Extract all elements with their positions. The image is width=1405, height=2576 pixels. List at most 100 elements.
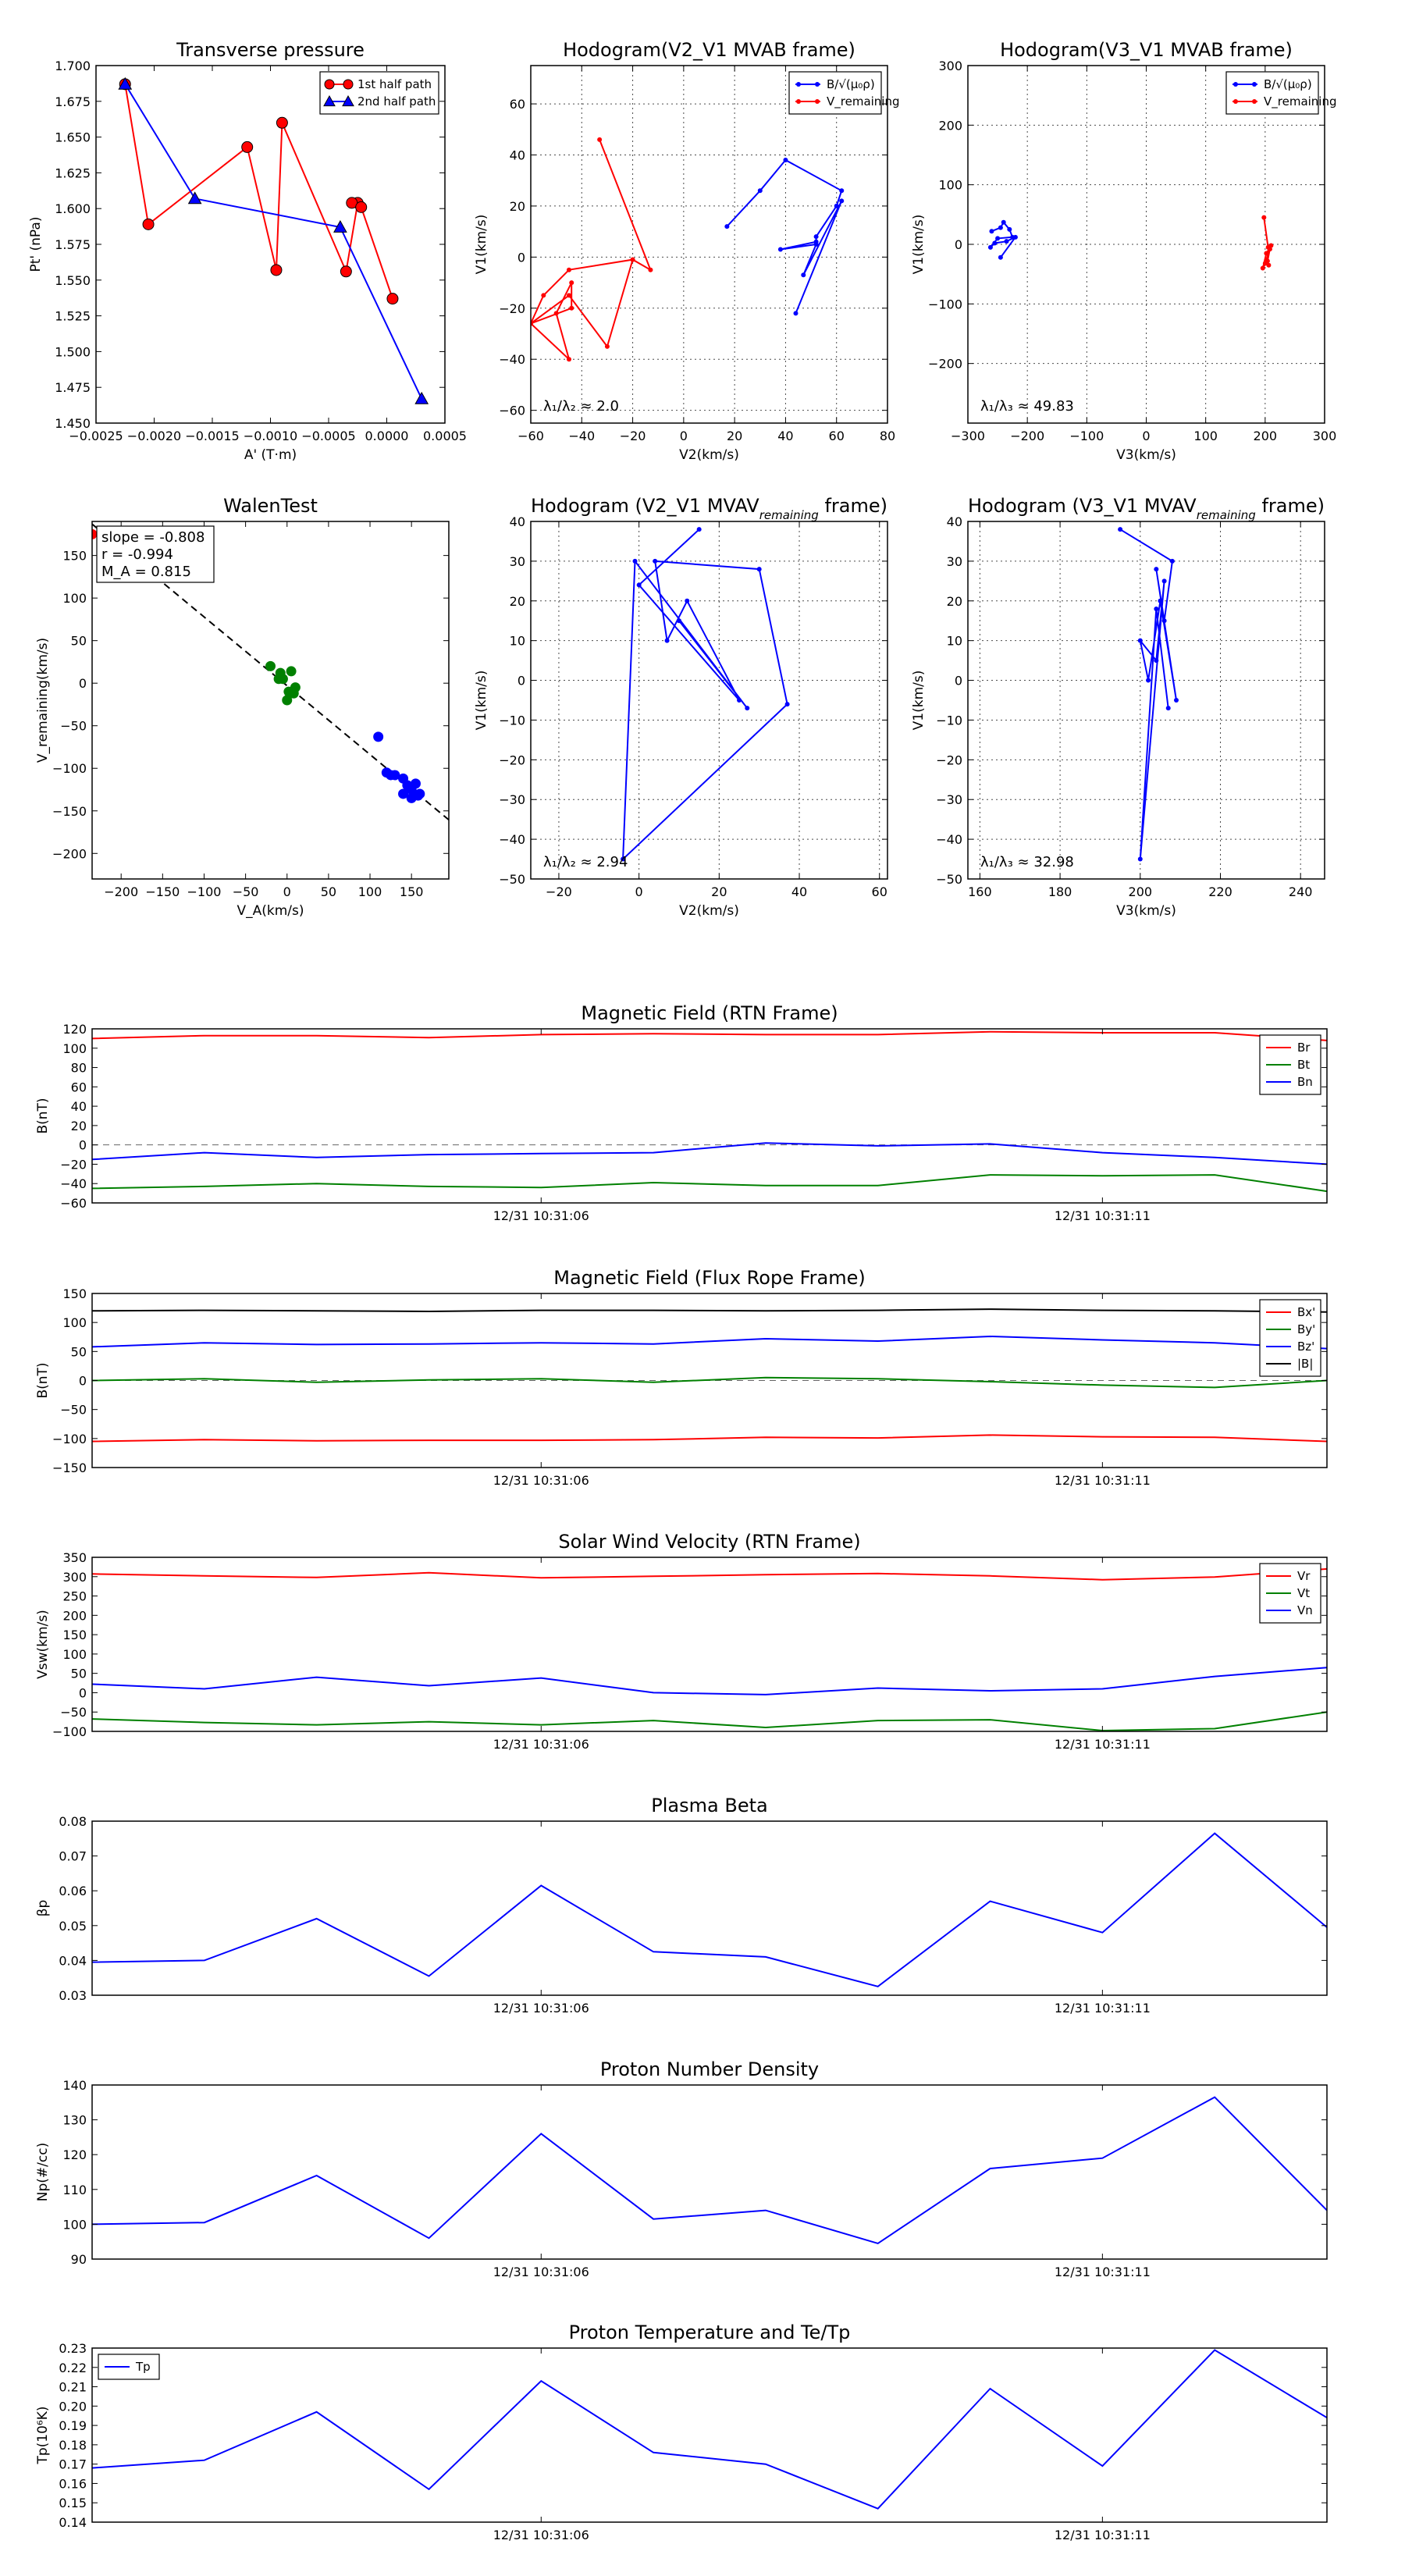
- hodogram-v2-v1-mvab-point: [566, 357, 571, 362]
- plasma-beta-chart: 12/31 10:31:06 12/31 10:31:11 0.03 0.04 0.05…: [35, 1795, 1328, 2016]
- hodogram-v2-v1-mvav-ytick-label: 20: [510, 594, 525, 609]
- solar-wind-velocity-ytick-label: 250: [62, 1589, 87, 1604]
- magnetic-field-rtn-ytick-label: −20: [60, 1157, 87, 1172]
- hodogram-v3-v1-mvab-point: [1001, 219, 1006, 225]
- transverse-pressure-legend-marker: [324, 79, 335, 90]
- solar-wind-velocity-frame: [91, 1557, 1328, 1732]
- hodogram-v3-v1-mvab-xtick-label: 200: [1254, 429, 1278, 443]
- hodogram-v2-v1-mvab-xtick-label: 40: [777, 429, 793, 443]
- magnetic-field-flux-rope-legend-label: Bz': [1297, 1340, 1314, 1354]
- hodogram-v2-v1-mvab-point: [569, 305, 574, 311]
- hodogram-v2-v1-mvav-point: [621, 856, 626, 862]
- walen-test-point: [282, 695, 293, 706]
- hodogram-v2-v1-mvab-legend-label: V_remaining: [827, 94, 900, 109]
- plasma-beta-ytick-label: 0.04: [59, 1953, 87, 1968]
- hodogram-v2-v1-mvav-ytick-label: −20: [499, 753, 525, 767]
- hodogram-v3-v1-mvab-ytick-label: −200: [928, 357, 962, 372]
- magnetic-field-rtn-ytick-label: 60: [71, 1080, 87, 1094]
- hodogram-v2-v1-mvab-ytick-label: −20: [499, 301, 525, 316]
- walen-test-point: [410, 778, 421, 789]
- hodogram-v2-v1-mvab-ytick-label: 20: [510, 199, 525, 214]
- solar-wind-velocity-ytick-label: 50: [71, 1667, 87, 1681]
- transverse-pressure-point: [118, 76, 133, 90]
- hodogram-v2-v1-mvav-ytick-label: 40: [510, 514, 525, 529]
- hodogram-v3-v1-mvab-point: [1264, 251, 1269, 256]
- hodogram-v3-v1-mvab-ylabel: V1(km/s): [911, 215, 927, 275]
- hodogram-v3-v1-mvab-ytick-label: −100: [928, 297, 962, 311]
- transverse-pressure-ytick-label: 1.650: [55, 130, 91, 145]
- transverse-pressure-title: Transverse pressure: [176, 39, 365, 61]
- transverse-pressure-ytick-label: 1.600: [55, 201, 91, 216]
- magnetic-field-rtn-legend-label: Bt: [1297, 1058, 1310, 1072]
- walen-test-ytick-label: 50: [71, 634, 87, 649]
- transverse-pressure-legend-label: 1st half path: [357, 77, 432, 91]
- walen-test-point: [273, 674, 284, 685]
- walen-test-point: [265, 660, 276, 671]
- hodogram-v3-v1-mvav-ytick-label: 30: [947, 554, 962, 569]
- walen-test-xtick-label: 150: [400, 884, 424, 899]
- walen-test-point: [398, 788, 409, 799]
- hodogram-v3-v1-mvab-legend: B/√(μ₀ρ) V_remaining: [1225, 71, 1337, 115]
- transverse-pressure-ytick-label: 1.475: [55, 380, 91, 395]
- magnetic-field-rtn-ytick-label: 100: [62, 1041, 87, 1056]
- transverse-pressure-ytick-label: 1.625: [55, 165, 91, 180]
- hodogram-v2-v1-mvab-point: [648, 267, 653, 272]
- solar-wind-velocity-series-line-1: [92, 1711, 1327, 1731]
- hodogram-v3-v1-mvab-point: [989, 229, 994, 234]
- plasma-beta-frame: [91, 1820, 1328, 1996]
- hodogram-v2-v1-mvab-ytick-label: 60: [510, 97, 525, 112]
- hodogram-v3-v1-mvab-point: [995, 236, 1001, 241]
- walen-test-ytick-label: −100: [52, 761, 87, 776]
- transverse-pressure-point: [241, 141, 254, 153]
- solar-wind-velocity-legend-label: Vn: [1297, 1603, 1313, 1617]
- hodogram-v2-v1-mvab-legend-label: B/√(μ₀ρ): [827, 77, 875, 91]
- hodogram-v3-v1-mvab-point: [1262, 261, 1268, 266]
- hodogram-v3-v1-mvab-xlabel: V3(km/s): [1116, 447, 1176, 463]
- proton-temperature-series-group: [92, 2349, 1327, 2510]
- hodogram-v3-v1-mvab-point: [1007, 226, 1012, 232]
- hodogram-v3-v1-mvav-point: [1154, 658, 1159, 664]
- solar-wind-velocity-ytick-label: 100: [62, 1647, 87, 1662]
- transverse-pressure-xtick-label: −0.0025: [69, 429, 123, 443]
- proton-number-density-series-line-0: [92, 2096, 1327, 2244]
- transverse-pressure-xtick-label: −0.0015: [185, 429, 239, 443]
- hodogram-v3-v1-mvav-series-group: [1118, 527, 1179, 862]
- hodogram-v2-v1-mvav-ytick-label: −30: [499, 792, 525, 807]
- solar-wind-velocity-ytick-label: 0: [79, 1685, 87, 1700]
- hodogram-v2-v1-mvav-frame: [530, 521, 888, 880]
- magnetic-field-flux-rope-ylabel: B(nT): [35, 1362, 51, 1398]
- hodogram-v2-v1-mvav-ytick-label: 30: [510, 554, 525, 569]
- walen-test-xtick-label: −50: [233, 884, 259, 899]
- hodogram-v2-v1-mvab-series-line-1: [531, 139, 653, 362]
- hodogram-v2-v1-mvab-xtick-label: 20: [727, 429, 742, 443]
- solar-wind-velocity-ytick-label: −50: [60, 1705, 87, 1720]
- walen-test-ytick-label: 150: [62, 549, 87, 564]
- hodogram-v2-v1-mvav-point: [632, 558, 638, 564]
- plasma-beta-series-line-0: [92, 1832, 1327, 1987]
- hodogram-v3-v1-mvab-xtick-label: −200: [1010, 429, 1044, 443]
- magnetic-field-rtn-series-line-1: [92, 1174, 1327, 1193]
- hodogram-v3-v1-mvab-point: [1267, 247, 1272, 252]
- transverse-pressure-xtick-label: 0.0000: [365, 429, 409, 443]
- hodogram-v3-v1-mvab-ytick-label: 300: [938, 59, 962, 73]
- transverse-pressure-point: [414, 391, 429, 404]
- hodogram-v2-v1-mvav-title-tail: frame): [819, 495, 887, 517]
- hodogram-v3-v1-mvav-point: [1158, 598, 1163, 603]
- proton-temperature-ytick-label: 0.20: [59, 2399, 87, 2414]
- hodogram-v3-v1-mvab-title: Hodogram(V3_V1 MVAB frame): [1000, 39, 1293, 61]
- hodogram-v3-v1-mvab-point: [998, 225, 1003, 230]
- proton-temperature-legend-label: Tp: [135, 2360, 151, 2374]
- hodogram-v3-v1-mvab-point: [1004, 239, 1009, 244]
- proton-number-density-xtick-label: 12/31 10:31:06: [493, 2265, 589, 2279]
- hodogram-v2-v1-mvab-point: [839, 198, 845, 204]
- hodogram-v3-v1-mvav-point: [1174, 698, 1179, 703]
- hodogram-v3-v1-mvab-ytick-label: 200: [938, 118, 962, 133]
- hodogram-v3-v1-mvav-point: [1146, 678, 1151, 683]
- solar-wind-velocity-ytick-label: 350: [62, 1550, 87, 1565]
- proton-number-density-xtick-label: 12/31 10:31:11: [1055, 2265, 1151, 2279]
- transverse-pressure-ytick-label: 1.500: [55, 344, 91, 359]
- solar-wind-velocity-series-line-2: [92, 1667, 1327, 1695]
- walen-test-ytick-label: −50: [60, 719, 87, 734]
- magnetic-field-flux-rope-ytick-label: 0: [79, 1374, 87, 1389]
- hodogram-v2-v1-mvab-point: [783, 158, 788, 163]
